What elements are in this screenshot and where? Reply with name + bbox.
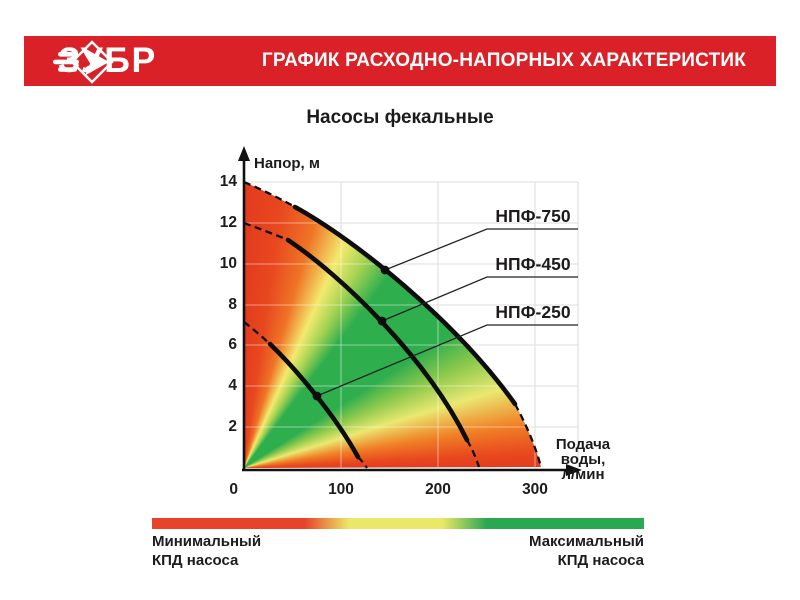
x-axis-title: Подача воды, л/мин [536,437,630,482]
y-axis-arrow-icon [238,146,250,161]
y-tick-4: 4 [228,377,237,394]
legend-min-line2: КПД насоса [152,552,239,569]
y-tick-2: 2 [228,418,237,435]
efficiency-gradient-bar [152,518,644,529]
x-axis-title-line2: л/мин [561,466,605,483]
legend-min-line1: Минимальный [152,533,262,550]
brand-wordmark: ЗУБР [58,41,157,80]
brand-logo: ЗУБР [52,40,157,84]
curve-marker-dots [312,265,390,401]
curve-label-npf-250: НПФ-250 [495,302,571,322]
y-tick-6: 6 [228,336,237,353]
y-axis-title: Напор, м [254,155,320,172]
x-axis-title-line1: Подача воды, [555,436,611,468]
brand-header: ЗУБР ГРАФИК РАСХОДНО-НАПОРНЫХ ХАРАКТЕРИС… [24,36,776,86]
x-tick-300: 300 [522,481,548,498]
legend-min-label: Минимальный КПД насоса [152,532,261,570]
curve-npf-750 [292,204,518,407]
x-tick-0: 0 [229,481,238,498]
legend-max-line2: КПД насоса [557,552,644,569]
chart-title: Насосы фекальные [306,107,494,128]
header-title: ГРАФИК РАСХОДНО-НАПОРНЫХ ХАРАКТЕРИСТИК [261,50,747,71]
curve-npf-450 [285,237,470,443]
curve-dashed-segments [243,180,543,469]
x-axis-arrow-icon [566,464,582,476]
y-tick-12: 12 [219,214,237,231]
x-tick-100: 100 [328,481,354,498]
curve-npf-250 [267,341,361,460]
zubr-arrow-icon [53,40,114,84]
axes [242,160,568,472]
y-tick-14: 14 [219,173,237,190]
curve-label-npf-450: НПФ-450 [495,254,571,274]
curve-label-npf-750: НПФ-750 [495,206,571,226]
y-tick-10: 10 [219,255,237,272]
x-tick-200: 200 [425,481,451,498]
label-leader-lines [316,228,578,397]
y-tick-8: 8 [228,296,237,313]
legend-max-label: Максимальный КПД насоса [444,532,644,570]
legend-max-line1: Максимальный [529,533,644,550]
